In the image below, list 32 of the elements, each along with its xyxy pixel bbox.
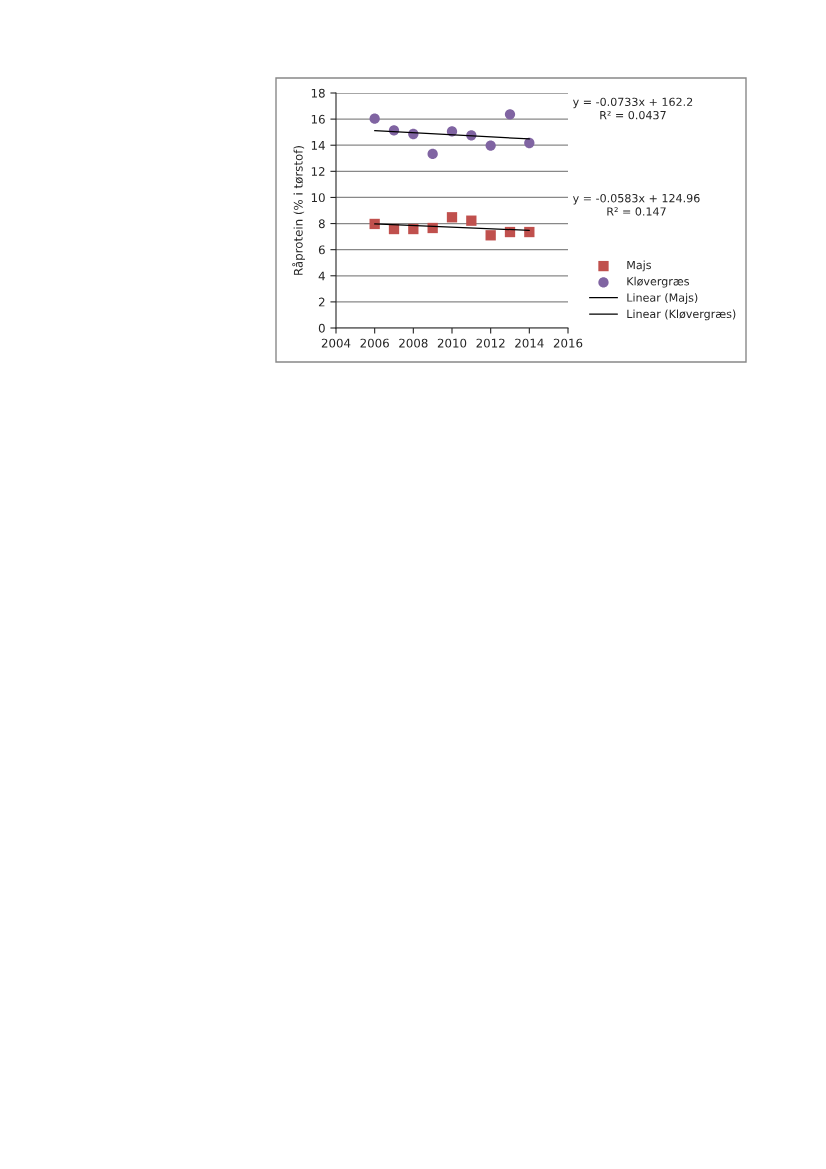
y-tick-label: 10 <box>311 193 325 203</box>
y-axis-title: Råprotein (% i tørstof) <box>292 146 306 275</box>
x-tick-label: 2006 <box>360 338 389 348</box>
text: y = -0.0583x + 124.96 R² = 0.147 <box>572 193 700 216</box>
text: y = -0.0733x + 162.2 R² = 0.0437 <box>572 97 693 120</box>
y-tick-label: 12 <box>311 167 325 176</box>
y-tick-label: 2 <box>318 297 325 307</box>
x-tick-label: 2004 <box>321 338 351 348</box>
y-tick-label: 8 <box>318 219 325 229</box>
y-tick-label: 18 <box>311 88 325 98</box>
point <box>485 140 496 151</box>
y-tick-label: 0 <box>318 323 325 333</box>
legend-label: Kløvergræs <box>627 276 689 288</box>
y-tick-label: 6 <box>318 245 325 255</box>
x-tick-label: 2010 <box>437 338 467 348</box>
y-tick-label: 4 <box>318 271 325 281</box>
point <box>369 113 380 124</box>
point <box>427 148 438 160</box>
point <box>466 215 477 226</box>
legend-label: Majs <box>627 260 651 272</box>
point <box>485 230 496 241</box>
y-tick-label: 14 <box>311 141 325 150</box>
point <box>524 137 535 149</box>
point <box>446 212 458 223</box>
x-tick-label: 2014 <box>515 338 544 348</box>
legend-label: Linear (Kløvergræs) <box>627 309 736 321</box>
legend-label: Linear (Majs) <box>627 293 698 304</box>
point <box>504 109 516 120</box>
x-tick-label: 2016 <box>553 338 583 348</box>
x-tick-label: 2008 <box>399 338 428 348</box>
y-tick-label: 16 <box>311 114 325 124</box>
x-tick-label: 2012 <box>476 338 505 348</box>
